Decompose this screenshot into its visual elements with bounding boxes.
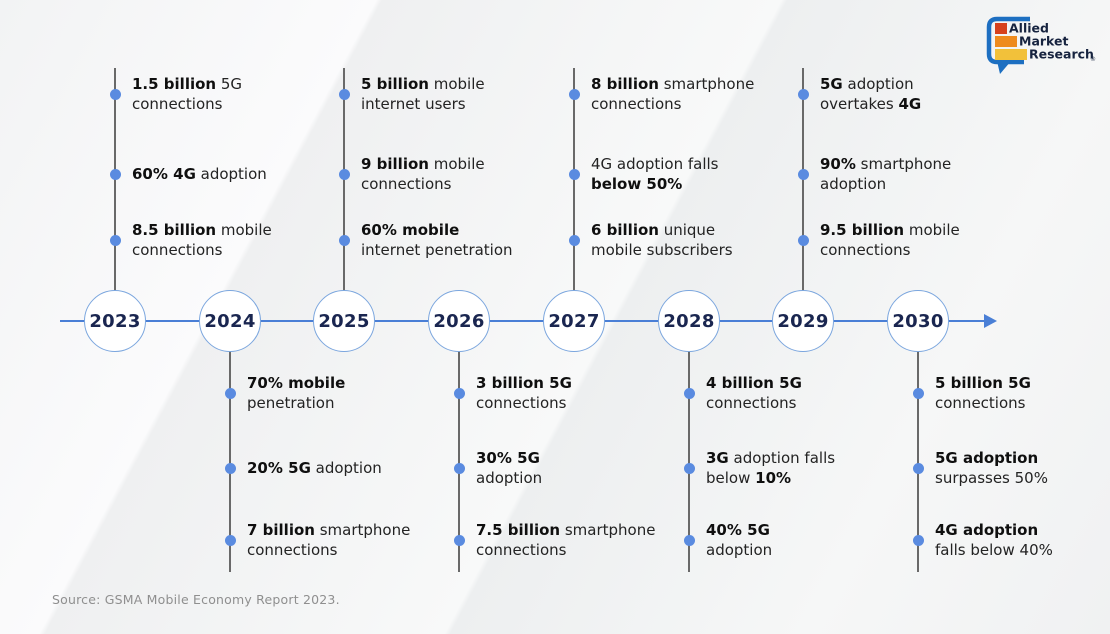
- year-node-2029: 2029: [772, 290, 834, 352]
- connector-line-2029: [802, 68, 804, 291]
- source-note: Source: GSMA Mobile Economy Report 2023.: [52, 592, 340, 607]
- milestone-dot-2024-1: [224, 387, 236, 399]
- milestone-dot-2029-2: [797, 168, 809, 180]
- milestone-dot-2026-1: [453, 387, 465, 399]
- year-node-2023: 2023: [84, 290, 146, 352]
- milestone-dot-2029-3: [797, 234, 809, 246]
- milestone-dot-2027-3: [568, 234, 580, 246]
- milestone-text-2028-1: 4 billion 5G connections: [706, 374, 802, 412]
- logo-text-research: Research: [1029, 47, 1094, 62]
- year-node-2030: 2030: [887, 290, 949, 352]
- milestone-text-2026-3: 7.5 billion smartphone connections: [476, 521, 656, 559]
- milestone-text-2029-3: 9.5 billion mobile connections: [820, 221, 960, 259]
- milestone-dot-2025-3: [338, 234, 350, 246]
- milestone-text-2027-1: 8 billion smartphone connections: [591, 75, 755, 113]
- milestone-text-2028-3: 40% 5G adoption: [706, 521, 773, 559]
- year-node-2028: 2028: [658, 290, 720, 352]
- milestone-text-2023-3: 8.5 billion mobile connections: [132, 221, 272, 259]
- milestone-dot-2028-3: [683, 534, 695, 546]
- logo-bar-red: [995, 23, 1007, 34]
- milestone-text-2024-2: 20% 5G adoption: [247, 459, 382, 477]
- milestone-dot-2026-3: [453, 534, 465, 546]
- milestone-text-2030-3: 4G adoption falls below 40%: [935, 521, 1053, 559]
- milestone-text-2027-2: 4G adoption falls below 50%: [591, 155, 719, 193]
- milestone-dot-2024-3: [224, 534, 236, 546]
- milestone-dot-2029-1: [797, 88, 809, 100]
- milestone-dot-2023-2: [109, 168, 121, 180]
- milestone-text-2030-2: 5G adoption surpasses 50%: [935, 449, 1048, 487]
- milestone-dot-2028-2: [683, 462, 695, 474]
- milestone-text-2024-3: 7 billion smartphone connections: [247, 521, 411, 559]
- milestone-text-2025-1: 5 billion mobile internet users: [361, 75, 485, 113]
- milestone-text-2029-1: 5G adoption overtakes 4G: [820, 75, 922, 113]
- milestone-dot-2028-1: [683, 387, 695, 399]
- connector-line-2027: [573, 68, 575, 291]
- milestone-text-2024-1: 70% mobile penetration: [247, 374, 346, 412]
- logo-bar-yellow: [995, 49, 1027, 60]
- logo-registered-mark: ®: [1090, 56, 1096, 63]
- milestone-text-2023-1: 1.5 billion 5G connections: [132, 75, 243, 113]
- connector-line-2025: [343, 68, 345, 291]
- milestone-text-2028-2: 3G adoption falls below 10%: [706, 449, 836, 487]
- timeline-arrow-icon: [984, 314, 997, 328]
- milestone-dot-2027-1: [568, 88, 580, 100]
- amr-logo-graphic: Allied Market Research ®: [986, 16, 1096, 74]
- milestone-dot-2025-1: [338, 88, 350, 100]
- milestone-text-2025-2: 9 billion mobile connections: [361, 155, 485, 193]
- milestone-text-2029-2: 90% smartphone adoption: [820, 155, 952, 193]
- milestone-dot-2026-2: [453, 462, 465, 474]
- milestone-dot-2023-3: [109, 234, 121, 246]
- year-node-2026: 2026: [428, 290, 490, 352]
- milestone-dot-2030-1: [912, 387, 924, 399]
- milestone-dot-2027-2: [568, 168, 580, 180]
- milestone-text-2030-1: 5 billion 5G connections: [935, 374, 1031, 412]
- year-node-2027: 2027: [543, 290, 605, 352]
- milestone-text-2026-2: 30% 5G adoption: [476, 449, 543, 487]
- year-node-2024: 2024: [199, 290, 261, 352]
- milestone-dot-2030-2: [912, 462, 924, 474]
- milestone-text-2025-3: 60% mobile internet penetration: [361, 221, 513, 259]
- milestone-text-2026-1: 3 billion 5G connections: [476, 374, 572, 412]
- connector-line-2023: [114, 68, 116, 291]
- milestone-text-2027-3: 6 billion unique mobile subscribers: [591, 221, 733, 259]
- milestone-dot-2025-2: [338, 168, 350, 180]
- logo-bar-orange: [995, 36, 1017, 47]
- amr-logo: Allied Market Research ®: [982, 14, 1098, 80]
- milestone-text-2023-2: 60% 4G adoption: [132, 165, 267, 183]
- milestone-dot-2023-1: [109, 88, 121, 100]
- milestone-dot-2030-3: [912, 534, 924, 546]
- logo-bubble-tail-icon: [997, 61, 1011, 74]
- year-node-2025: 2025: [313, 290, 375, 352]
- milestone-dot-2024-2: [224, 462, 236, 474]
